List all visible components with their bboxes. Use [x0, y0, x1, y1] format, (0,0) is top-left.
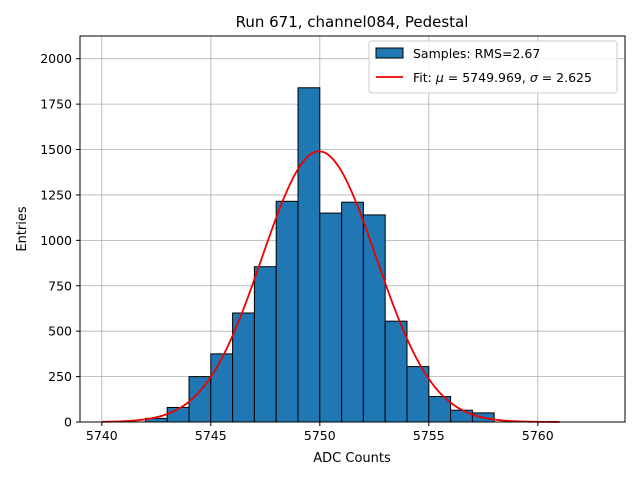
y-tick-label: 500: [48, 324, 72, 339]
histogram-bar: [362, 214, 386, 423]
histogram-bar: [210, 353, 234, 423]
histogram-bar: [253, 266, 277, 423]
fit-prefix: Fit:: [413, 70, 436, 85]
fit-curve-layer: [101, 150, 560, 423]
y-axis-title: Entries: [15, 206, 30, 252]
x-tick-label: 5740: [86, 428, 118, 443]
x-tick-label: 5745: [195, 428, 227, 443]
histogram-bar: [319, 212, 343, 423]
y-axis: 0 250 500 750 1000 1250 1500 1750 2000: [40, 51, 80, 430]
y-tick-label: 250: [48, 369, 72, 384]
histogram-bar: [450, 409, 473, 423]
legend-box: [368, 40, 618, 94]
mu-value: = 5749.969,: [444, 70, 530, 85]
legend-swatch-samples: [375, 47, 404, 59]
y-tick-label: 750: [48, 278, 72, 293]
chart-title: Run 671, channel084, Pedestal: [236, 13, 469, 31]
y-tick-label: 1250: [40, 187, 72, 202]
y-tick-label: 2000: [40, 51, 72, 66]
y-tick-label: 1000: [40, 233, 72, 248]
histogram-bar: [384, 320, 408, 423]
plot-frame: [79, 35, 626, 423]
histogram-bar: [341, 201, 364, 423]
x-tick-label: 5750: [304, 428, 336, 443]
legend-label-fit: Fit: μ = 5749.969, σ = 2.625: [413, 70, 592, 85]
fit-curve: [101, 150, 560, 423]
legend: Samples: RMS=2.67 Fit: μ = 5749.969, σ =…: [368, 40, 618, 94]
y-tick-label: 0: [64, 415, 72, 430]
y-tick-label: 1750: [40, 97, 72, 112]
sigma-symbol: σ: [530, 70, 539, 85]
x-tick-label: 5760: [522, 428, 554, 443]
x-axis-title: ADC Counts: [313, 451, 391, 466]
legend-label-samples: Samples: RMS=2.67: [413, 46, 540, 61]
histogram-bars: [144, 87, 495, 423]
sigma-value: = 2.625: [538, 70, 592, 85]
histogram-bar: [275, 200, 299, 423]
x-axis: 5740 5745 5750 5755 5760: [86, 422, 554, 443]
histogram-bar: [297, 87, 321, 423]
y-tick-label: 1500: [40, 142, 72, 157]
mu-symbol: μ: [435, 70, 444, 85]
x-tick-label: 5755: [413, 428, 445, 443]
